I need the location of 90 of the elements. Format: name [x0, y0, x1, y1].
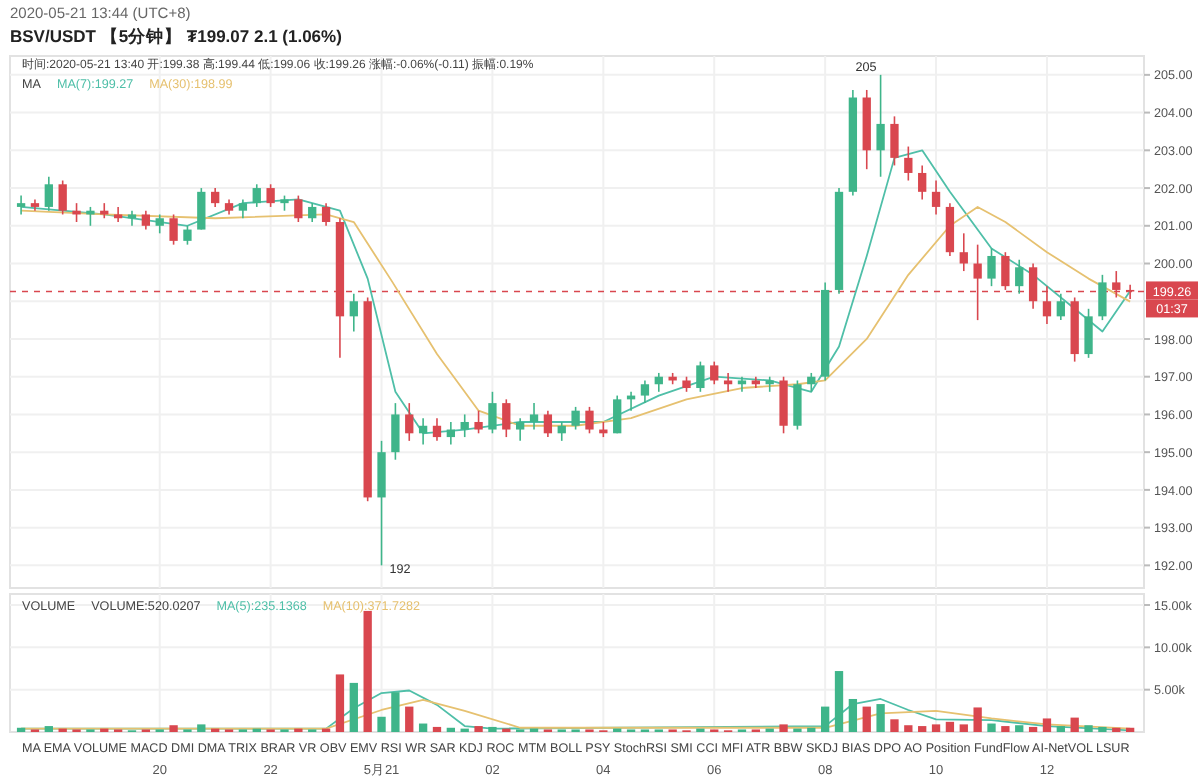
bar: [820, 706, 830, 732]
candlestick: [349, 292, 358, 333]
candlestick: [737, 375, 747, 393]
candlestick: [696, 360, 705, 393]
bar: [904, 725, 913, 732]
bar: [931, 724, 941, 732]
candlestick: [460, 413, 469, 438]
candlestick: [1084, 307, 1093, 359]
bar: [1098, 726, 1107, 732]
candlestick: [252, 183, 261, 208]
candlestick: [211, 187, 220, 208]
candlestick: [155, 213, 164, 235]
candlestick: [294, 194, 303, 223]
bar: [848, 698, 858, 732]
candlestick: [127, 209, 137, 227]
bar: [169, 725, 178, 732]
candlestick: [890, 115, 899, 167]
bar: [44, 726, 53, 732]
candlestick: [113, 206, 123, 223]
candlestick: [543, 409, 553, 438]
candlestick: [321, 202, 331, 227]
bar: [918, 726, 927, 732]
bar: [432, 726, 442, 732]
candlestick: [141, 209, 151, 231]
candlestick: [987, 247, 996, 287]
bar: [1056, 726, 1065, 732]
bar: [349, 682, 358, 732]
candlestick: [571, 406, 580, 431]
bar: [377, 716, 386, 732]
candlestick: [793, 379, 802, 431]
candlestick: [959, 232, 968, 272]
candlestick: [613, 394, 622, 435]
bar: [1015, 725, 1024, 732]
candlestick: [58, 179, 67, 216]
candlestick: [710, 360, 719, 386]
bar: [987, 723, 996, 732]
bar: [1084, 725, 1093, 732]
chart-title: BSV/USDT 【5分钟】 ₮199.07 2.1 (1.06%): [10, 26, 343, 46]
candlestick: [1125, 283, 1135, 300]
candlestick: [197, 187, 206, 231]
bar: [876, 704, 885, 732]
bar: [862, 706, 871, 732]
bar: [1028, 726, 1038, 732]
bar: [1042, 718, 1052, 732]
candlestick: [1001, 251, 1010, 291]
bar: [335, 674, 345, 732]
bar: [779, 724, 788, 732]
candlestick: [405, 402, 414, 442]
candlestick: [931, 179, 941, 216]
candlestick: [1056, 292, 1065, 321]
bar: [197, 724, 206, 732]
bar: [1001, 726, 1010, 732]
bar: [959, 724, 968, 732]
candlestick: [16, 194, 26, 216]
bar: [405, 706, 414, 732]
candlestick: [238, 198, 248, 220]
bar: [363, 610, 372, 732]
bar: [474, 726, 483, 732]
candlestick: [391, 402, 400, 461]
candlestick: [1015, 258, 1024, 295]
bar: [834, 671, 844, 732]
candlestick: [779, 375, 788, 435]
candlestick: [516, 417, 525, 442]
candlestick: [945, 202, 955, 257]
bar: [418, 723, 428, 732]
candlestick: [169, 213, 178, 246]
candlestick: [640, 379, 650, 404]
candlestick: [876, 74, 885, 178]
bar: [973, 707, 982, 732]
bar: [1070, 717, 1079, 732]
bar: [945, 721, 955, 732]
candlestick: [44, 175, 53, 212]
candlestick: [432, 417, 442, 442]
candlestick: [1028, 262, 1038, 310]
candlestick: [918, 164, 927, 201]
candlestick: [723, 372, 733, 393]
candlestick: [377, 440, 386, 567]
candlestick: [502, 398, 511, 438]
candlestick: [1098, 274, 1107, 321]
candlestick: [585, 406, 594, 435]
bar: [890, 719, 899, 732]
bar: [488, 726, 497, 732]
candlestick: [183, 224, 192, 246]
bar: [391, 692, 400, 732]
candlestick: [308, 202, 317, 223]
candlestick: [474, 409, 483, 435]
candlestick: [529, 402, 539, 431]
candlestick: [488, 391, 497, 435]
candlestick: [266, 183, 275, 208]
candlestick: [904, 145, 913, 182]
